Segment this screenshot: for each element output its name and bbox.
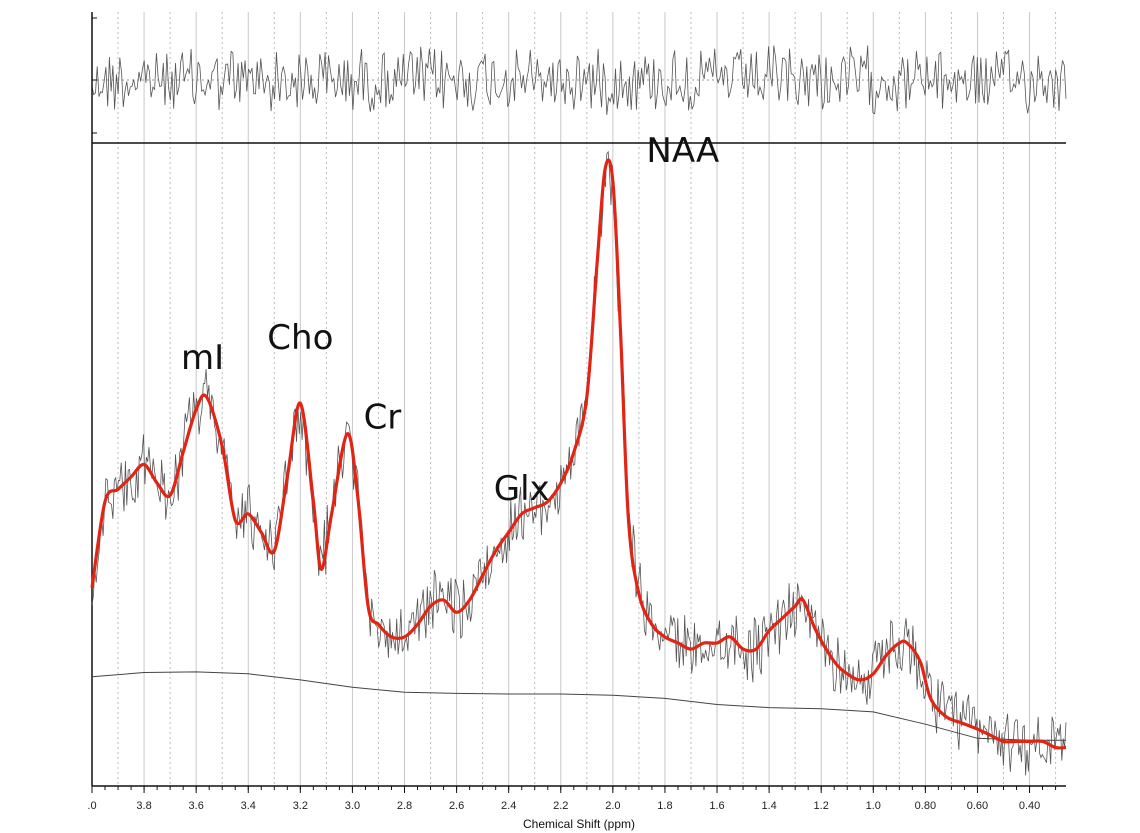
x-tick-label: 1.0 [866, 800, 881, 812]
x-axis-title: Chemical Shift (ppm) [523, 817, 635, 831]
residual-panel [92, 46, 1066, 115]
x-tick-label: 1.8 [657, 800, 672, 812]
axes: .0 3.8 3.6 3.4 3.2 3.0 2.8 2.6 2.4 2.2 2.0 1.8 1.6 1.… [87, 12, 1066, 812]
x-tick-label: 0.80 [915, 800, 936, 812]
x-tick-label: 1.6 [709, 800, 724, 812]
peak-label: mI [181, 338, 224, 378]
x-tick-label: 2.4 [501, 800, 516, 812]
x-tick-label: 0.60 [967, 800, 988, 812]
x-tick-label: 3.8 [136, 800, 151, 812]
data-series [92, 152, 1066, 776]
x-tick-label: 2.2 [553, 800, 568, 812]
x-tick-label: 3.2 [293, 800, 308, 812]
x-tick-label: 0.40 [1019, 800, 1040, 812]
fit-line [92, 160, 1066, 748]
x-tick-label: 1.4 [761, 800, 776, 812]
x-tick-label: 1.2 [814, 800, 829, 812]
vertical-grid [92, 12, 1056, 786]
baseline-line [92, 672, 1066, 740]
x-tick-label: 3.6 [189, 800, 204, 812]
peak-label: NAA [646, 131, 719, 171]
peak-label: Cr [364, 398, 402, 438]
peak-label: Cho [267, 318, 333, 358]
x-tick-label: .0 [87, 800, 96, 812]
x-tick-label: 2.0 [605, 800, 620, 812]
raw-spectrum-line [92, 152, 1066, 776]
x-tick-label: 2.6 [449, 800, 464, 812]
x-tick-label: 2.8 [397, 800, 412, 812]
peak-label: Glx [494, 469, 550, 509]
x-tick-label: 3.0 [345, 800, 360, 812]
x-tick-label: 3.4 [241, 800, 256, 812]
